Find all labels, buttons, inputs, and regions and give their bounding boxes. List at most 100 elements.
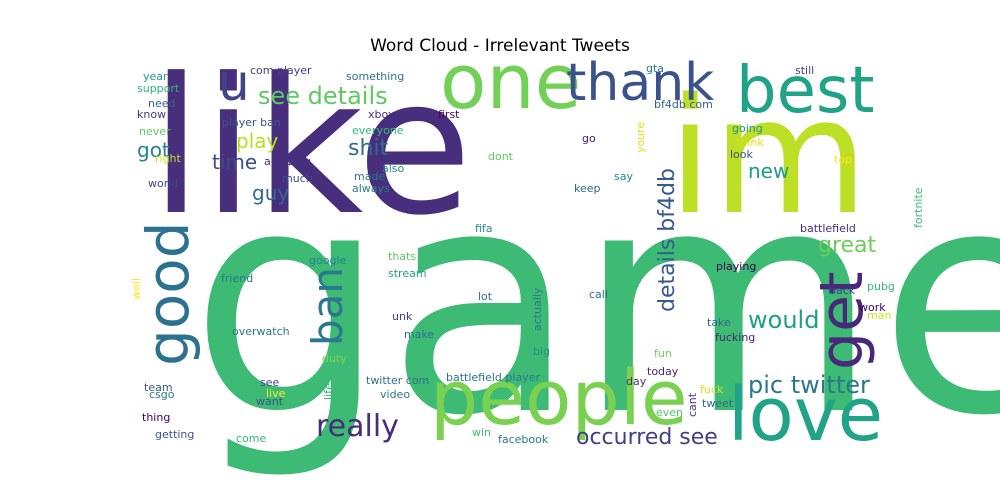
word-year: year xyxy=(143,70,168,83)
word-playing: playing xyxy=(716,260,756,273)
word-love: love xyxy=(728,372,883,458)
word-getting: getting xyxy=(155,428,194,441)
word-like: like xyxy=(150,38,472,257)
word-occurred-see: occurred see xyxy=(576,425,718,450)
word-amazing: amazing xyxy=(264,155,311,168)
word-come: come xyxy=(236,432,266,445)
word-unk: unk xyxy=(392,310,413,323)
word-go: go xyxy=(582,132,596,145)
word-fun: fun xyxy=(654,347,672,360)
word-get: get xyxy=(807,271,877,370)
word-player-ban: player ban xyxy=(222,116,281,129)
word-tweet: tweet xyxy=(702,397,734,410)
word-dont: dont xyxy=(488,150,514,163)
word-xbox: xbox xyxy=(368,108,395,121)
word-top: top xyxy=(834,153,852,166)
word-facebook: facebook xyxy=(498,433,549,446)
word-take: take xyxy=(707,316,731,329)
word-always: always xyxy=(352,182,390,195)
word-today: today xyxy=(647,365,679,378)
word-youre: youre xyxy=(634,122,647,153)
word-need: need xyxy=(148,97,176,110)
word-people: people xyxy=(430,353,688,442)
word-thats: thats xyxy=(388,250,416,263)
word-want: want xyxy=(256,395,284,408)
word-much: much xyxy=(282,172,313,185)
word-thing: thing xyxy=(142,411,170,424)
word-csgo: csgo xyxy=(149,388,175,401)
word-got: got xyxy=(137,138,170,162)
word-actually: actually xyxy=(531,287,544,331)
word-lot: lot xyxy=(478,290,493,303)
word-twitter-com: twitter com xyxy=(366,374,429,387)
word-u: u xyxy=(218,54,250,112)
word-one: one xyxy=(440,37,581,126)
word-live: live xyxy=(266,387,286,400)
word-battlefield-player: battlefield player xyxy=(446,371,540,384)
word-google: google xyxy=(309,254,346,267)
word-video: video xyxy=(380,388,410,401)
word-really: really xyxy=(316,409,399,444)
word-life: life xyxy=(322,383,335,400)
word-shit: shit xyxy=(348,136,389,161)
word-back: back xyxy=(829,284,856,297)
word-time: time xyxy=(212,150,257,174)
word-friend: friend xyxy=(221,272,253,285)
word-pic-twitter: pic twitter xyxy=(748,371,870,399)
word-world: world xyxy=(148,177,178,190)
word-think: think xyxy=(736,136,764,149)
word-still: still xyxy=(795,64,814,77)
word-pubg: pubg xyxy=(867,280,895,293)
word-made: made xyxy=(354,170,385,183)
word-team: team xyxy=(144,381,173,394)
word-details-bf4db: details bf4db xyxy=(655,168,680,312)
word-play: play xyxy=(236,129,279,153)
word-support: support xyxy=(137,82,180,95)
word-first: first xyxy=(438,108,460,121)
word-never: never xyxy=(139,125,171,138)
word-great: great xyxy=(818,233,877,258)
word-overwatch: overwatch xyxy=(232,325,290,338)
word-day: day xyxy=(626,375,647,388)
word-know: know xyxy=(137,108,166,121)
word-game: game xyxy=(190,123,1000,484)
word-fucking: fucking xyxy=(715,331,755,344)
word-good: good xyxy=(134,221,202,366)
word-win: win xyxy=(472,426,491,439)
word-duty: duty xyxy=(322,352,347,365)
word-cant: cant xyxy=(686,392,699,417)
word-new: new xyxy=(748,159,789,183)
word-would: would xyxy=(748,306,819,334)
word-gta: gta xyxy=(646,62,664,75)
word-even: even xyxy=(656,406,683,419)
word-thank: thank xyxy=(566,53,714,113)
word-right: right xyxy=(155,152,182,165)
word-say: say xyxy=(614,170,633,183)
word-guy: guy xyxy=(252,181,289,205)
word-fuck: fuck xyxy=(700,383,724,396)
word-im: im xyxy=(668,63,868,250)
word-going: going xyxy=(732,122,763,135)
word-com-player: com player xyxy=(250,64,312,77)
chart-title: Word Cloud - Irrelevant Tweets xyxy=(370,36,630,56)
word-everyone: everyone xyxy=(352,124,404,137)
word-look: look xyxy=(730,148,754,161)
word-bf4db-com: bf4db com xyxy=(654,98,713,111)
word-see-details: see details xyxy=(258,82,388,110)
word-also: also xyxy=(382,162,405,175)
word-well: well xyxy=(130,278,143,300)
word-battlefield: battlefield xyxy=(800,222,856,235)
word-work: work xyxy=(859,301,886,314)
word-fifa: fifa xyxy=(475,222,493,235)
word-stream: stream xyxy=(388,267,427,280)
word-fortnite: fortnite xyxy=(912,187,925,228)
word-best: best xyxy=(736,54,874,128)
word-make: make xyxy=(404,328,434,341)
word-keep: keep xyxy=(574,182,601,195)
word-call: call xyxy=(589,288,608,301)
word-man: man xyxy=(867,309,891,322)
word-see: see xyxy=(260,376,279,389)
word-something: something xyxy=(346,70,404,83)
